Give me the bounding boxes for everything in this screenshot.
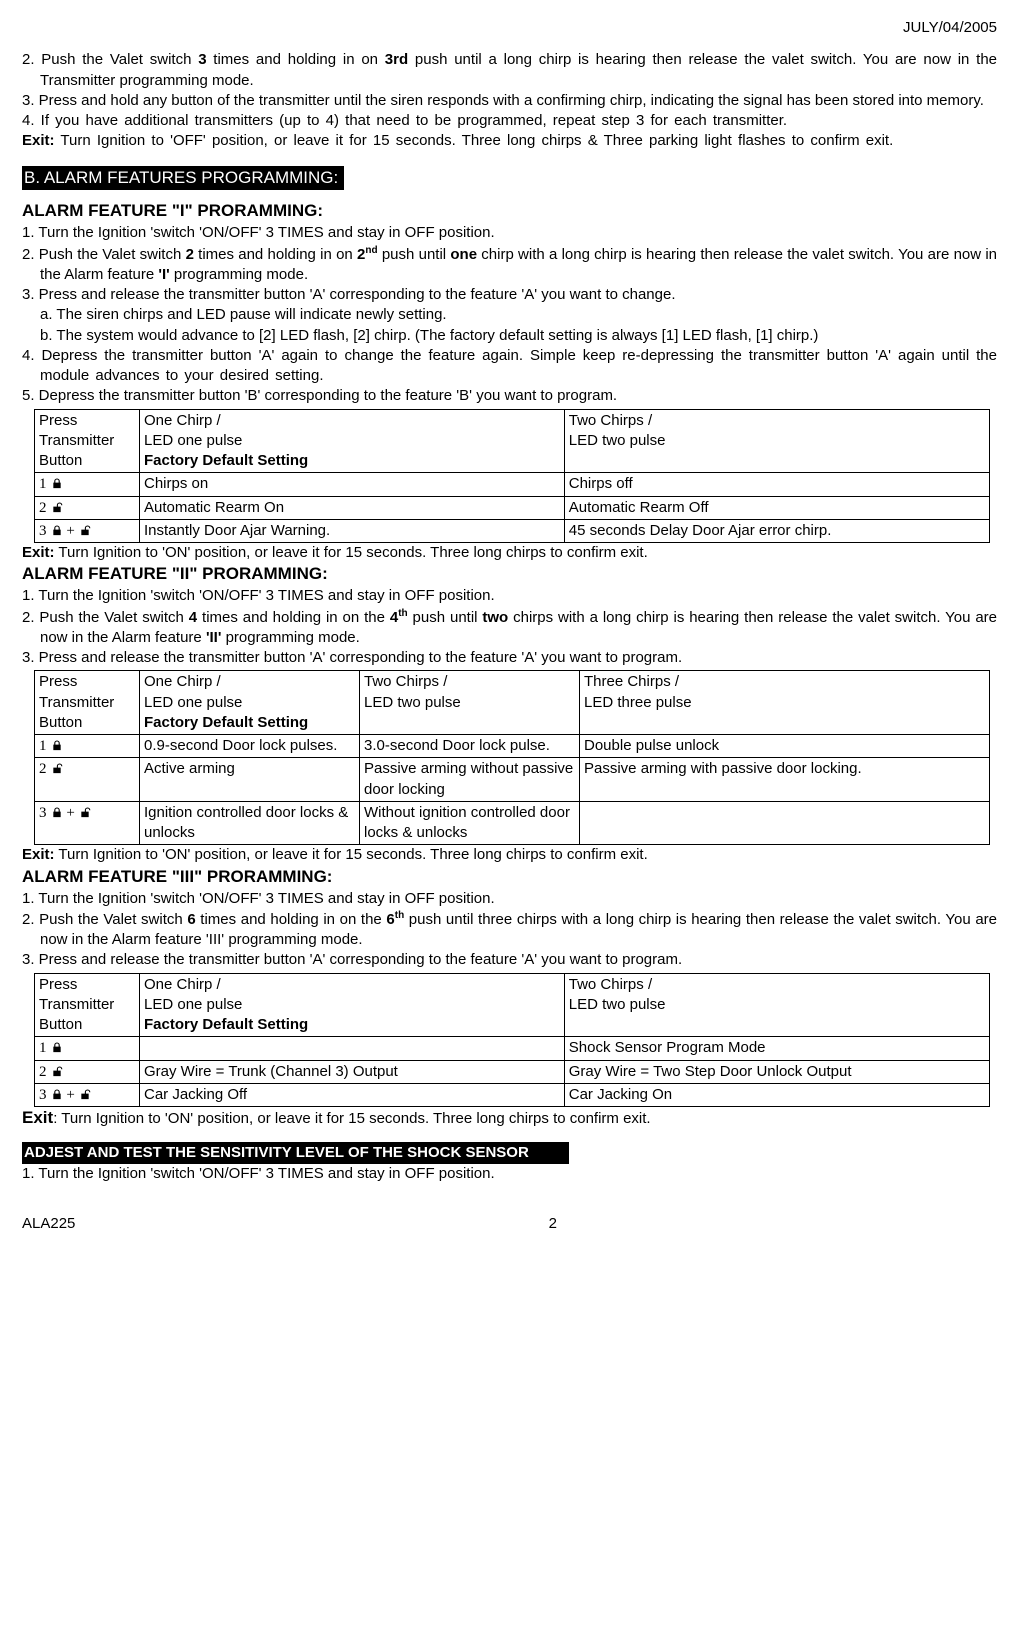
- t3-h3: Two Chirps /LED two pulse: [564, 973, 989, 1037]
- intro-step2: 2. Push the Valet switch 3 times and hol…: [22, 50, 997, 91]
- intro-step4: 4. If you have additional transmitters (…: [22, 111, 997, 131]
- f1-s1: 1. Turn the Ignition 'switch 'ON/OFF' 3 …: [22, 223, 997, 243]
- f1-s5: 5. Depress the transmitter button 'B' co…: [22, 386, 997, 406]
- lock-closed-icon: [51, 1042, 63, 1053]
- t2-h2: One Chirp /LED one pulseFactory Default …: [140, 671, 360, 735]
- intro-exit: Exit: Turn Ignition to 'OFF' position, o…: [22, 131, 997, 151]
- t2-r1c3: 3.0-second Door lock pulse.: [360, 735, 580, 758]
- f2-s3: 3. Press and release the transmitter but…: [22, 648, 997, 668]
- t2-h3: Two Chirps /LED two pulse: [360, 671, 580, 735]
- shock-s1: 1. Turn the Ignition 'switch 'ON/OFF' 3 …: [22, 1164, 997, 1184]
- t3-h1: Press Transmitter Button: [35, 973, 140, 1037]
- lock-closed-icon: [51, 525, 63, 536]
- t1-r2c3: Automatic Rearm Off: [564, 496, 989, 519]
- f3-s3: 3. Press and release the transmitter but…: [22, 950, 997, 970]
- t1-h3: Two Chirps /LED two pulse: [564, 409, 989, 473]
- t2-r2c2: Active arming: [140, 758, 360, 802]
- t2-h4: Three Chirps /LED three pulse: [580, 671, 990, 735]
- t2-r1c1: 1: [35, 735, 140, 758]
- exit2: Exit: Turn Ignition to 'ON' position, or…: [22, 845, 997, 865]
- lock-closed-icon: [51, 740, 63, 751]
- f1-s3b: b. The system would advance to [2] LED f…: [22, 326, 997, 346]
- t2-r1c2: 0.9-second Door lock pulses.: [140, 735, 360, 758]
- t1-r3c2: Instantly Door Ajar Warning.: [140, 519, 565, 542]
- t2-r3c2: Ignition controlled door locks & unlocks: [140, 801, 360, 845]
- feature3-title: ALARM FEATURE "III" PRORAMMING:: [22, 866, 997, 889]
- t1-r3c1: 3 +: [35, 519, 140, 542]
- table-feature1: Press Transmitter Button One Chirp /LED …: [34, 409, 990, 544]
- exit1: Exit: Turn Ignition to 'ON' position, or…: [22, 543, 997, 563]
- lock-closed-icon: [51, 807, 63, 818]
- t1-h1: Press Transmitter Button: [35, 409, 140, 473]
- f1-s3: 3. Press and release the transmitter but…: [22, 285, 997, 305]
- section-b-header: B. ALARM FEATURES PROGRAMMING:: [22, 166, 344, 191]
- f3-s1: 1. Turn the Ignition 'switch 'ON/OFF' 3 …: [22, 889, 997, 909]
- t2-r3c4: [580, 801, 990, 845]
- f2-s1: 1. Turn the Ignition 'switch 'ON/OFF' 3 …: [22, 586, 997, 606]
- t3-r3c1: 3 +: [35, 1083, 140, 1106]
- t2-r2c4: Passive arming with passive door locking…: [580, 758, 990, 802]
- t2-r2c1: 2: [35, 758, 140, 802]
- table-feature2: Press Transmitter Button One Chirp /LED …: [34, 670, 990, 845]
- t2-r3c1: 3 +: [35, 801, 140, 845]
- feature2-title: ALARM FEATURE "II" PRORAMMING:: [22, 563, 997, 586]
- lock-open-icon: [79, 807, 91, 818]
- exit3: Exit: Turn Ignition to 'ON' position, or…: [22, 1107, 997, 1130]
- intro-step3: 3. Press and hold any button of the tran…: [22, 91, 997, 111]
- t3-r2c3: Gray Wire = Two Step Door Unlock Output: [564, 1060, 989, 1083]
- t2-r3c3: Without ignition controlled door locks &…: [360, 801, 580, 845]
- f2-s2: 2. Push the Valet switch 4 times and hol…: [22, 607, 997, 649]
- lock-open-icon: [51, 502, 63, 513]
- f1-s4: 4. Depress the transmitter button 'A' ag…: [22, 346, 997, 387]
- f1-s3a: a. The siren chirps and LED pause will i…: [22, 305, 997, 325]
- footer-page: 2: [549, 1214, 557, 1234]
- t2-r2c3: Passive arming without passive door lock…: [360, 758, 580, 802]
- lock-open-icon: [51, 1066, 63, 1077]
- table-feature3: Press Transmitter Button One Chirp /LED …: [34, 973, 990, 1108]
- t3-r1c1: 1: [35, 1037, 140, 1060]
- feature1-title: ALARM FEATURE "I" PRORAMMING:: [22, 200, 997, 223]
- t1-r1c1: 1: [35, 473, 140, 496]
- t1-r2c2: Automatic Rearm On: [140, 496, 565, 519]
- lock-closed-icon: [51, 1089, 63, 1100]
- t3-r2c2: Gray Wire = Trunk (Channel 3) Output: [140, 1060, 565, 1083]
- t3-r1c2: [140, 1037, 565, 1060]
- lock-open-icon: [51, 763, 63, 774]
- t3-h2: One Chirp /LED one pulseFactory Default …: [140, 973, 565, 1037]
- t1-h2: One Chirp /LED one pulseFactory Default …: [140, 409, 565, 473]
- t1-r2c1: 2: [35, 496, 140, 519]
- footer-model: ALA225: [22, 1214, 75, 1234]
- t1-r1c2: Chirps on: [140, 473, 565, 496]
- header-date: JULY/04/2005: [22, 18, 997, 38]
- lock-open-icon: [79, 1089, 91, 1100]
- t3-r3c3: Car Jacking On: [564, 1083, 989, 1106]
- t3-r3c2: Car Jacking Off: [140, 1083, 565, 1106]
- lock-closed-icon: [51, 478, 63, 489]
- t3-r2c1: 2: [35, 1060, 140, 1083]
- lock-open-icon: [79, 525, 91, 536]
- shock-sensor-header: ADJEST AND TEST THE SENSITIVITY LEVEL OF…: [22, 1142, 569, 1164]
- t2-h1: Press Transmitter Button: [35, 671, 140, 735]
- t1-r1c3: Chirps off: [564, 473, 989, 496]
- t3-r1c3: Shock Sensor Program Mode: [564, 1037, 989, 1060]
- f3-s2: 2. Push the Valet switch 6 times and hol…: [22, 909, 997, 951]
- t2-r1c4: Double pulse unlock: [580, 735, 990, 758]
- t1-r3c3: 45 seconds Delay Door Ajar error chirp.: [564, 519, 989, 542]
- f1-s2: 2. Push the Valet switch 2 times and hol…: [22, 244, 997, 286]
